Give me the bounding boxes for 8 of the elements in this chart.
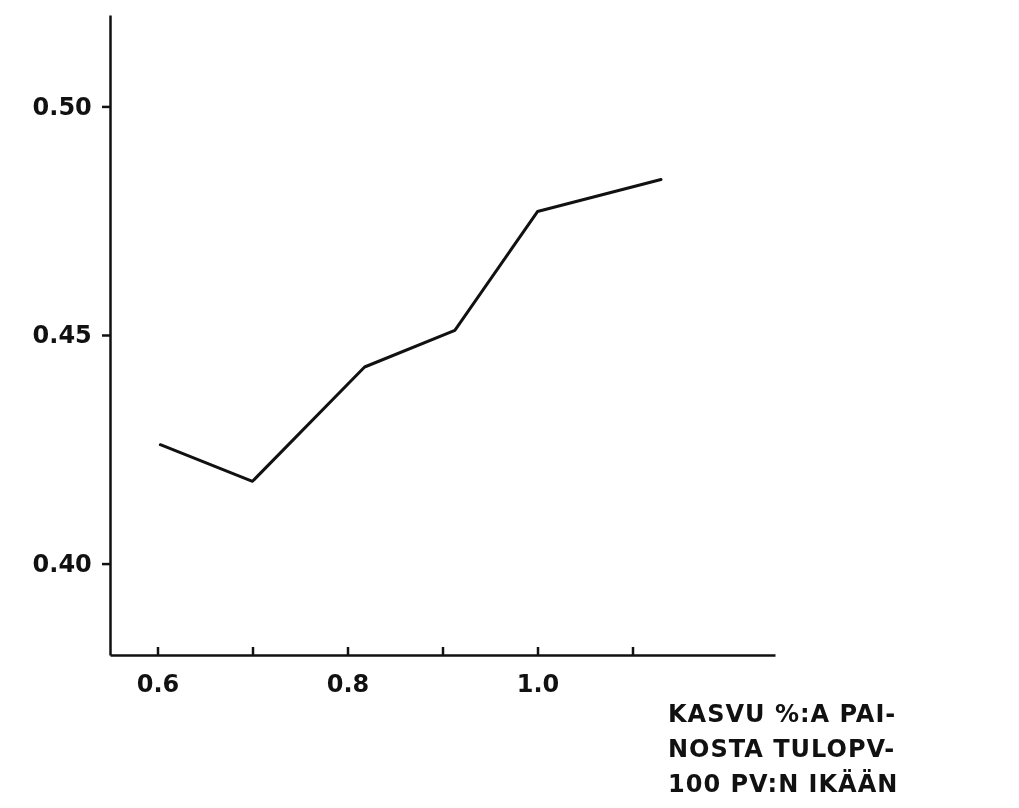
y-tick-label: 0.40 (32, 549, 92, 578)
x-axis-title: KASVU %:A PAI- NOSTA TULOPV- 100 PV:N IKÄÄN (668, 700, 899, 798)
y-tick-label: 0.45 (32, 321, 92, 350)
line-series (158, 178, 663, 483)
x-tick-label: 1.0 (516, 669, 560, 698)
x-tick-label: 0.6 (136, 669, 180, 698)
x-tick-label: 0.8 (326, 669, 370, 698)
y-tick-label: 0.50 (32, 92, 92, 121)
